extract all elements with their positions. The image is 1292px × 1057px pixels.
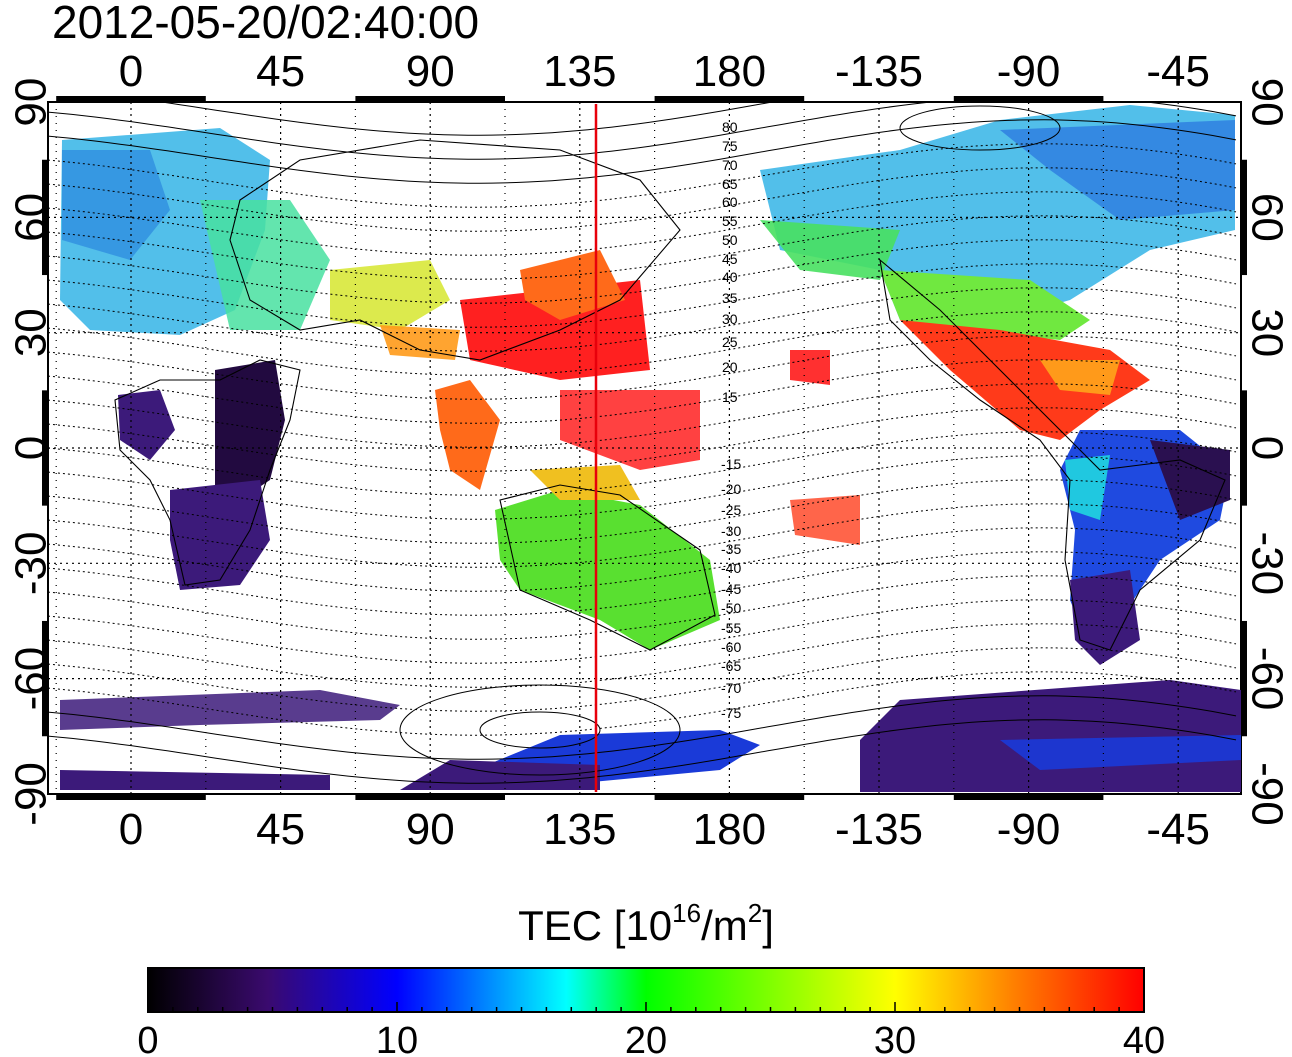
lon-tick-top: 0: [119, 47, 143, 96]
polar-contour: [899, 105, 1061, 151]
dip-contour: [48, 102, 1237, 160]
colorbar-tick-label: 20: [625, 1020, 667, 1057]
lon-tick-top: -135: [835, 47, 923, 96]
polar-contour: [399, 684, 681, 776]
dip-label-north: 25: [722, 334, 738, 350]
colorbar-label-exp2: 2: [747, 898, 763, 928]
dip-label-north: 55: [722, 213, 738, 229]
dip-contour: [158, 102, 776, 136]
dip-label-south: -25: [721, 502, 741, 518]
lat-tick-left: 90: [7, 78, 56, 127]
dip-contour: [48, 719, 1237, 784]
lon-tick-top: 90: [406, 47, 455, 96]
dip-label-south: -45: [721, 581, 741, 597]
dip-label-north: 60: [722, 194, 738, 210]
lon-tick-bottom: -90: [997, 805, 1061, 854]
dip-label-south: -60: [721, 639, 741, 655]
dip-label-south: -55: [721, 620, 741, 636]
colorbar-ticks: 0 10 20 30 40: [137, 1002, 1165, 1057]
lat-tick-right: 60: [1242, 193, 1291, 242]
lon-tick-top: -45: [1146, 47, 1210, 96]
lon-tick-top: 135: [543, 47, 616, 96]
dip-label-south: -20: [721, 481, 741, 497]
lat-tick-left: -90: [7, 762, 56, 826]
lat-tick-right: -60: [1242, 647, 1291, 711]
colorbar-tick-label: 40: [1123, 1020, 1165, 1057]
axis-labels: 0 45 90 135 180 -135 -90 -450 45 90 135 180 -135 -90-…: [7, 47, 1292, 854]
lat-tick-left: 60: [7, 193, 56, 242]
lat-tick-left: 30: [7, 308, 56, 357]
lon-tick-top: 180: [693, 47, 766, 96]
colorbar-label-prefix: TEC [10: [518, 902, 673, 949]
colorbar-tick-label: 10: [376, 1020, 418, 1057]
frame-ticks: [42, 96, 1247, 800]
lon-tick-top: 45: [256, 47, 305, 96]
dip-label-north: 75: [722, 138, 738, 154]
coastlines: [114, 139, 1226, 651]
lon-tick-bottom: 135: [543, 805, 616, 854]
lon-tick-bottom: -135: [835, 805, 923, 854]
dip-label-south: -75: [721, 705, 741, 721]
dip-label-north: 20: [722, 359, 738, 375]
timestamp-title: 2012-05-20/02:40:00: [52, 0, 480, 48]
dip-contour: [48, 695, 1237, 760]
dip-label-north: 30: [722, 311, 738, 327]
colorbar-label-exp1: 16: [672, 898, 702, 928]
colorbar-label-suffix: ]: [762, 902, 774, 949]
dip-latitude-labels: 80 75 70 65 60 55 50 45 40 35 30 25 20 15 -15 -20 -25 -30…: [721, 119, 741, 721]
dip-label-north: 70: [722, 157, 738, 173]
lat-tick-right: 0: [1242, 436, 1291, 460]
dip-label-south: -15: [721, 456, 741, 472]
dip-label-south: -30: [721, 523, 741, 539]
lon-tick-bottom: -45: [1146, 805, 1210, 854]
graticule-grid: [48, 102, 1241, 794]
dip-label-north: 65: [722, 176, 738, 192]
dip-label-south: -70: [721, 680, 741, 696]
lat-tick-right: -90: [1242, 762, 1291, 826]
lon-tick-bottom: 90: [406, 805, 455, 854]
lon-tick-top: -90: [997, 47, 1061, 96]
dip-latitude-contours: [48, 102, 1237, 784]
dip-label-south: -40: [721, 560, 741, 576]
lon-tick-bottom: 0: [119, 805, 143, 854]
lat-tick-left: -30: [7, 532, 56, 596]
polar-contour: [479, 711, 601, 749]
dip-label-south: -65: [721, 658, 741, 674]
dip-label-north: 35: [722, 290, 738, 306]
dip-label-south: -50: [721, 600, 741, 616]
lat-tick-right: 90: [1242, 78, 1291, 127]
lat-tick-left: -60: [7, 647, 56, 711]
colorbar-tick-label: 30: [874, 1020, 916, 1057]
lat-tick-left: 0: [7, 436, 56, 460]
dip-contour: [48, 119, 1237, 184]
lon-tick-bottom: 180: [693, 805, 766, 854]
lon-tick-bottom: 45: [256, 805, 305, 854]
dip-label-south: -35: [721, 541, 741, 557]
colorbar-label-mid: /m: [701, 902, 748, 949]
dip-label-north: 80: [722, 119, 738, 135]
colorbar-tick-label: 0: [137, 1020, 158, 1057]
lat-tick-right: -30: [1242, 532, 1291, 596]
lat-tick-right: 30: [1242, 308, 1291, 357]
colorbar-title: TEC [1016/m2]: [0, 900, 1292, 950]
dip-label-north: 50: [722, 232, 738, 248]
dip-label-north: 15: [722, 389, 738, 405]
dip-label-north: 45: [722, 251, 738, 267]
dip-label-north: 40: [722, 269, 738, 285]
